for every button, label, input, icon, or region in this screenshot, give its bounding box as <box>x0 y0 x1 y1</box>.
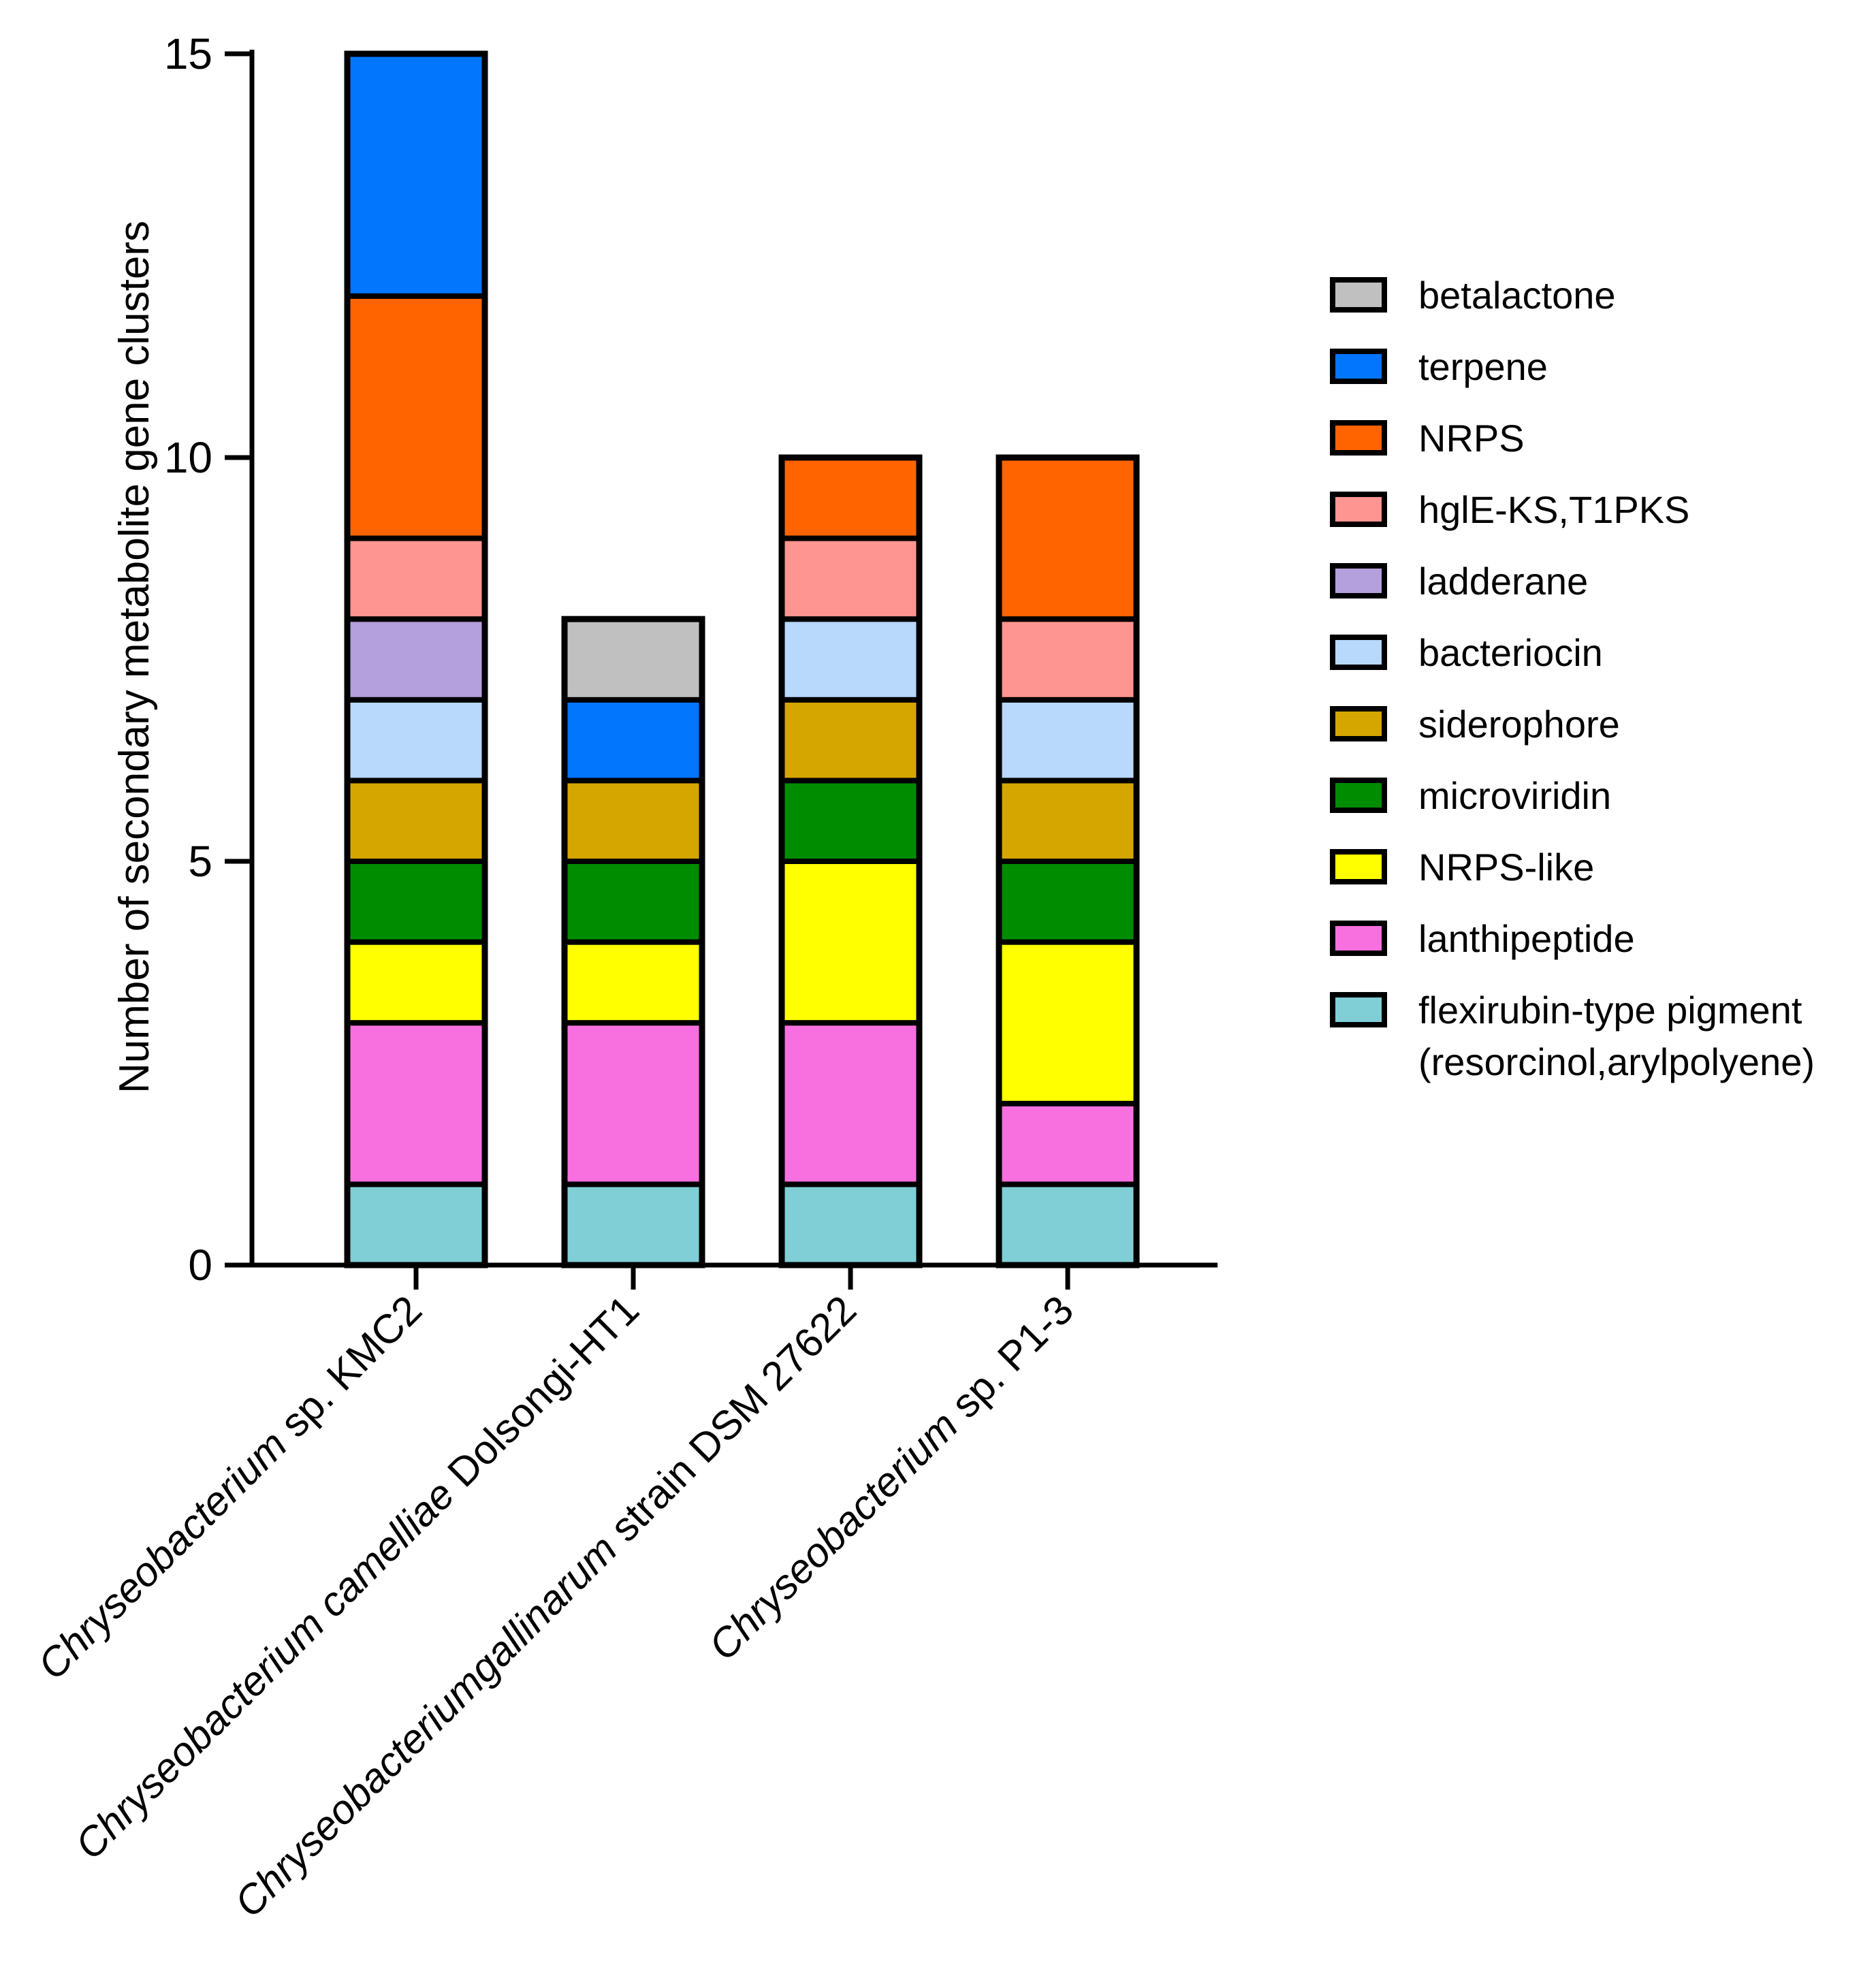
category-label-rest: sp. KMC2 <box>264 1287 430 1454</box>
bar-segment-nrps-like <box>562 939 705 1026</box>
legend-swatch <box>1330 992 1387 1027</box>
y-tick-label: 5 <box>188 837 212 886</box>
bar-segment-microviridin <box>996 859 1139 945</box>
legend-label: lanthipeptide <box>1418 917 1635 960</box>
bar-segment-lanthipeptide <box>996 1100 1139 1187</box>
bar-segment-bacteriocin <box>345 697 488 784</box>
bar-segment-hgle-ks-t1pks <box>996 616 1139 703</box>
y-axis-title: Number of secondary metabolite gene clus… <box>111 221 158 1093</box>
legend-label: hglE-KS,T1PKS <box>1418 488 1689 531</box>
category-label-italic: Chryseobacteriumgallinarum <box>225 1526 625 1926</box>
legend-swatch <box>1330 921 1387 956</box>
legend-swatch <box>1330 563 1387 598</box>
legend-label: flexirubin-type pigment <box>1418 989 1802 1032</box>
category-label: Chryseobacterium sp. P1-3 <box>700 1287 1082 1669</box>
legend-label: bacteriocin <box>1418 631 1603 674</box>
legend-swatch <box>1330 849 1387 884</box>
bar-segment-siderophore <box>562 778 705 865</box>
bar-segment-lanthipeptide <box>779 1020 922 1187</box>
bar-segment-nrps <box>996 455 1139 622</box>
axes-layer <box>249 50 1218 1268</box>
legend-swatch <box>1330 778 1387 813</box>
bar-segment-bacteriocin <box>996 697 1139 784</box>
bar-segment-siderophore <box>996 778 1139 865</box>
bar-segment-nrps <box>345 293 488 541</box>
legend-swatch <box>1330 349 1387 384</box>
y-tick-label: 15 <box>164 29 212 78</box>
bar-segment-lanthipeptide <box>345 1020 488 1187</box>
bar-segment-microviridin <box>562 859 705 945</box>
legend-label: NRPS <box>1418 417 1525 460</box>
bar-segment-hgle-ks-t1pks <box>779 535 922 622</box>
legend-swatch <box>1330 635 1387 670</box>
bar-segment-nrps-like <box>345 939 488 1026</box>
bar-segment-hgle-ks-t1pks <box>345 535 488 622</box>
bar-segment-siderophore <box>345 778 488 865</box>
bar-segment-flexirubin-type-pigment <box>345 1181 488 1268</box>
y-tick-label: 10 <box>164 433 212 482</box>
legend-swatch <box>1330 492 1387 527</box>
bar-segment-lanthipeptide <box>562 1020 705 1187</box>
bar-segment-betalactone <box>562 616 705 703</box>
legend-label: ladderane <box>1418 560 1588 603</box>
bars-layer <box>344 50 1140 1268</box>
bar-segment-microviridin <box>779 778 922 865</box>
category-label-rest: Dolsongi-HT1 <box>431 1287 648 1504</box>
bar-segment-flexirubin-type-pigment <box>779 1181 922 1268</box>
legend-label: siderophore <box>1418 703 1620 746</box>
category-label-rest: sp. P1-3 <box>934 1287 1082 1435</box>
y-tick-label: 0 <box>188 1241 212 1290</box>
bar-segment-siderophore <box>779 697 922 784</box>
legend-swatch <box>1330 706 1387 741</box>
bar-segment-terpene <box>562 697 705 784</box>
y-ticks: 0 5 10 15 <box>164 29 252 1290</box>
bar-segment-nrps <box>779 455 922 541</box>
legend: betalactone terpene NRPS hglE-KS,T1PKS ladde… <box>1330 274 1815 1083</box>
bar-segment-nrps-like <box>779 859 922 1026</box>
category-label-italic: Chryseobacterium camelliae <box>66 1471 463 1868</box>
legend-label: terpene <box>1418 345 1548 388</box>
bar-segment-flexirubin-type-pigment <box>562 1181 705 1268</box>
legend-label: NRPS-like <box>1418 846 1594 889</box>
bar-segment-ladderane <box>345 616 488 703</box>
x-ticks <box>413 1265 1070 1290</box>
legend-label: microviridin <box>1418 774 1611 817</box>
bar-segment-terpene <box>345 51 488 299</box>
legend-label-line2: (resorcinol,arylpolyene) <box>1418 1040 1815 1083</box>
bar-segment-microviridin <box>345 859 488 945</box>
bar-segment-bacteriocin <box>779 616 922 703</box>
legend-swatch <box>1330 277 1387 313</box>
bar-segment-flexirubin-type-pigment <box>996 1181 1139 1268</box>
bar-segment-nrps-like <box>996 939 1139 1106</box>
category-labels: Chryseobacterium sp. KMC2Chryseobacteriu… <box>29 1287 1083 1926</box>
category-label: Chryseobacterium sp. KMC2 <box>29 1287 431 1689</box>
legend-swatch <box>1330 420 1387 456</box>
legend-label: betalactone <box>1418 274 1616 317</box>
